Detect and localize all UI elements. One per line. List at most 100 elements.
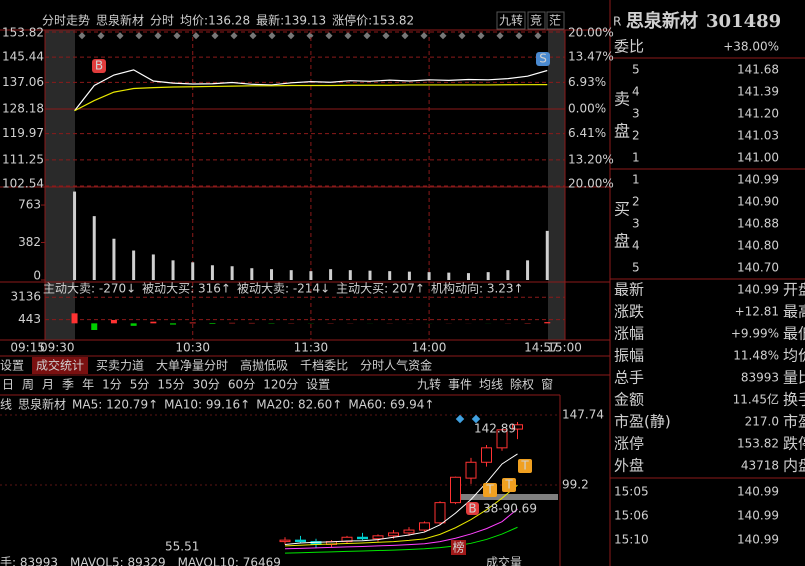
price: 140.88 [737, 217, 779, 231]
period-button[interactable]: 周 [22, 378, 34, 392]
period-button[interactable]: 5分 [130, 378, 150, 392]
period-button[interactable]: 30分 [193, 378, 220, 392]
level: 4 [632, 239, 640, 253]
button-frame[interactable] [546, 11, 565, 30]
ratio-label: 委比 [614, 38, 644, 56]
stat-value: 43718 [741, 459, 779, 473]
price: 140.90 [737, 195, 779, 209]
volume-bar [112, 238, 116, 280]
tool-button[interactable]: 事件 [448, 378, 472, 392]
y-tick-label: 99.2 [562, 478, 589, 492]
button[interactable]: 九转 [499, 13, 523, 28]
button-frame[interactable] [527, 11, 546, 30]
tab[interactable]: 成交统计 [36, 358, 84, 373]
legend-entry: MA60: 69.94↑ [348, 398, 434, 412]
stat-label: 换手 [783, 391, 805, 409]
period-button[interactable]: 日 [2, 378, 14, 392]
volume-bar [545, 230, 549, 280]
stock-name: 思泉新材 [626, 10, 698, 32]
period-button[interactable]: 60分 [228, 378, 255, 392]
volume-bar [526, 260, 530, 280]
tab[interactable]: 千档委比 [300, 359, 348, 373]
tab[interactable]: 高抛低吸 [240, 358, 288, 373]
volume-footer: MAVOL10: 76469 [178, 556, 281, 566]
y-tick-label: 382 [18, 235, 41, 249]
tab[interactable]: 分时人气资金 [360, 358, 432, 373]
tool-button[interactable]: 九转 [417, 377, 441, 392]
period-button[interactable]: 设置 [306, 378, 330, 392]
y-tick-label: 0 [33, 269, 41, 283]
tab[interactable]: 大单净量分时 [156, 359, 228, 373]
stat-value: +9.99% [731, 327, 779, 341]
volume-bar [388, 271, 392, 280]
candle-body [388, 532, 399, 537]
trade-price: 140.99 [737, 533, 779, 547]
volume-bar [348, 270, 352, 280]
auction-zone [45, 30, 75, 340]
volume-bar [407, 271, 411, 280]
marker-label: B [95, 59, 103, 73]
trade-price: 140.99 [737, 509, 779, 523]
y-tick-label: 763 [18, 198, 41, 212]
header-item: 分时 [150, 14, 174, 28]
candle-body [434, 502, 446, 524]
stat-value: 217.0 [745, 415, 779, 429]
level: 4 [632, 85, 640, 99]
flow-bar [71, 313, 78, 324]
volume-bar [151, 254, 155, 280]
marker-label: T [504, 478, 513, 492]
level: 1 [632, 151, 640, 165]
button[interactable]: 竞 [530, 14, 542, 28]
tab[interactable]: 买卖力道 [96, 359, 144, 373]
price: 141.03 [737, 129, 779, 143]
x-tick-label: 11:30 [294, 341, 329, 355]
period-button[interactable]: 120分 [263, 378, 298, 392]
marker-label: 榜 [452, 540, 464, 555]
stat-label: 金额 [614, 391, 644, 409]
volume-bar [230, 266, 234, 280]
marker [483, 483, 497, 497]
tool-button[interactable]: 除权 [510, 377, 534, 392]
ma-line [284, 508, 518, 550]
candle-body [341, 536, 353, 543]
header-item: 分时走势 [42, 14, 90, 28]
period-button[interactable]: 年 [82, 378, 94, 392]
tool-button[interactable]: 均线 [479, 378, 503, 392]
period-button[interactable]: 月 [42, 378, 54, 392]
header-item: 均价:136.28 [180, 14, 250, 28]
tool-button[interactable]: 窗 [541, 378, 553, 392]
ma-line [284, 526, 518, 554]
button[interactable]: 茫 [549, 14, 561, 28]
period-button[interactable]: 1分 [102, 378, 122, 392]
y2-tick-label: 13.47% [568, 50, 614, 64]
y2-tick-label: 20.00% [568, 26, 614, 40]
side-label: 卖 [614, 90, 630, 109]
diamond [135, 32, 143, 40]
button-frame[interactable] [496, 11, 526, 30]
tab[interactable]: 设置 [0, 359, 24, 373]
flow-bar [229, 322, 236, 324]
diamond [344, 32, 352, 40]
y-tick-label: 153.82 [2, 26, 44, 40]
price: 141.68 [737, 63, 779, 77]
closing-zone [548, 30, 565, 340]
marker-label: B [468, 502, 476, 516]
period-button[interactable]: 15分 [157, 378, 184, 392]
stat-label: 最低 [783, 325, 805, 343]
y2-tick-label: 6.93% [568, 75, 606, 89]
price: 141.20 [737, 107, 779, 121]
annotation: 142.89 [474, 422, 516, 436]
period-button[interactable]: 季 [62, 378, 74, 392]
diamond [382, 32, 390, 40]
y-tick-label: 145.44 [2, 50, 44, 64]
price: 140.99 [737, 173, 779, 187]
x-tick-label: 09:15 [10, 341, 45, 355]
y2-tick-label: 6.41% [568, 126, 606, 140]
stat-label: 均价 [783, 347, 805, 365]
y-tick-label: 119.97 [2, 126, 44, 140]
stat-value: 11.45亿 [733, 392, 779, 407]
x-tick-label: 15:00 [547, 341, 582, 355]
stat-label: 振幅 [614, 347, 644, 365]
diamond [496, 32, 504, 40]
